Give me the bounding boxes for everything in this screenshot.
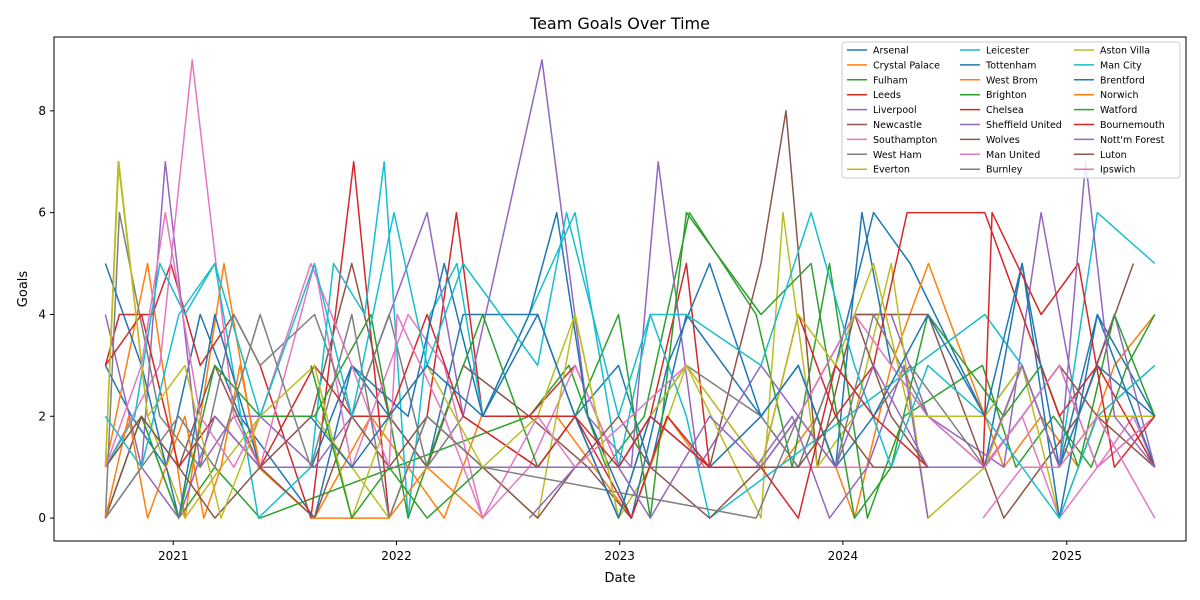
legend-label: Sheffield United xyxy=(986,120,1062,131)
legend-item: Leicester xyxy=(960,46,1029,57)
chart-title: Team Goals Over Time xyxy=(529,14,710,33)
legend-label: Everton xyxy=(873,165,910,176)
legend-label: Nott'm Forest xyxy=(1100,135,1165,146)
series-line xyxy=(982,415,1156,519)
legend-item: Southampton xyxy=(847,135,937,146)
legend-item: Brentford xyxy=(1074,75,1145,86)
series-line xyxy=(104,211,1156,519)
legend-item: Sheffield United xyxy=(960,120,1062,131)
legend-item: Crystal Palace xyxy=(847,60,940,71)
y-tick-label: 6 xyxy=(38,206,46,220)
legend-item: Arsenal xyxy=(847,46,909,57)
legend-item: Luton xyxy=(1074,150,1127,161)
legend-label: West Ham xyxy=(873,150,922,161)
legend-box xyxy=(841,41,1181,179)
legend-item: Man City xyxy=(1074,60,1142,71)
series-line xyxy=(528,160,1156,519)
legend-label: Brighton xyxy=(986,90,1027,101)
legend-label: Fulham xyxy=(873,75,908,86)
legend-item: Bournemouth xyxy=(1074,120,1165,131)
legend-item: Norwich xyxy=(1074,90,1138,101)
legend-item: Liverpool xyxy=(847,105,917,116)
legend-label: Leeds xyxy=(873,90,901,101)
legend-item: Burnley xyxy=(960,165,1023,176)
legend-label: Newcastle xyxy=(873,120,922,131)
legend-label: Man United xyxy=(986,150,1040,161)
legend-item: Fulham xyxy=(847,75,908,86)
legend-item: Leeds xyxy=(847,90,901,101)
legend-item: Tottenham xyxy=(960,60,1036,71)
x-axis-label: Date xyxy=(604,571,635,586)
x-tick-label: 2021 xyxy=(158,549,189,563)
legend-item: Man United xyxy=(960,150,1040,161)
legend-label: Chelsea xyxy=(986,105,1024,116)
x-tick-label: 2025 xyxy=(1051,549,1082,563)
series-line xyxy=(104,211,1156,519)
y-tick-label: 0 xyxy=(38,511,46,525)
legend-label: Norwich xyxy=(1100,90,1138,101)
legend-item: Chelsea xyxy=(960,105,1024,116)
legend-label: Liverpool xyxy=(873,105,917,116)
legend-label: Ipswich xyxy=(1100,165,1135,176)
legend-label: Luton xyxy=(1100,150,1127,161)
legend-label: West Brom xyxy=(986,75,1038,86)
legend-item: Nott'm Forest xyxy=(1074,135,1165,146)
legend-label: Crystal Palace xyxy=(873,60,940,71)
legend-label: Arsenal xyxy=(873,46,909,57)
legend-item: Newcastle xyxy=(847,120,922,131)
y-axis-ticks: 0 2 4 6 8 xyxy=(38,104,54,525)
series-line xyxy=(529,211,1156,519)
legend-item: Everton xyxy=(847,165,910,176)
legend-label: Man City xyxy=(1100,60,1142,71)
y-tick-label: 4 xyxy=(38,307,46,321)
legend-item: West Ham xyxy=(847,150,922,161)
x-axis-ticks: 2021 2022 2023 2024 2025 xyxy=(158,541,1082,563)
x-tick-label: 2022 xyxy=(381,549,412,563)
y-tick-label: 2 xyxy=(38,409,46,423)
series-line xyxy=(310,365,484,519)
legend-label: Leicester xyxy=(986,46,1029,57)
series-line xyxy=(104,364,261,519)
series-layer xyxy=(104,59,1156,519)
legend-item: Brighton xyxy=(960,90,1027,101)
legend-item: Ipswich xyxy=(1074,165,1135,176)
legend-label: Southampton xyxy=(873,135,937,146)
y-tick-label: 8 xyxy=(38,104,46,118)
legend-item: Aston Villa xyxy=(1074,46,1150,57)
legend-label: Wolves xyxy=(986,135,1020,146)
legend-label: Tottenham xyxy=(985,60,1036,71)
legend-item: Watford xyxy=(1074,105,1137,116)
legend: Arsenal Crystal Palace Fulham Leeds Liverpoo… xyxy=(841,41,1181,179)
x-tick-label: 2024 xyxy=(828,549,859,563)
legend-item: Wolves xyxy=(960,135,1020,146)
legend-label: Bournemouth xyxy=(1100,120,1165,131)
legend-item: West Brom xyxy=(960,75,1038,86)
x-tick-label: 2023 xyxy=(604,549,635,563)
series-line xyxy=(310,466,484,519)
series-line xyxy=(104,160,1155,519)
series-line xyxy=(756,415,928,468)
legend-label: Aston Villa xyxy=(1100,46,1150,57)
y-axis-label: Goals xyxy=(16,271,31,308)
legend-label: Brentford xyxy=(1100,75,1145,86)
legend-label: Burnley xyxy=(986,165,1023,176)
legend-label: Watford xyxy=(1100,105,1137,116)
